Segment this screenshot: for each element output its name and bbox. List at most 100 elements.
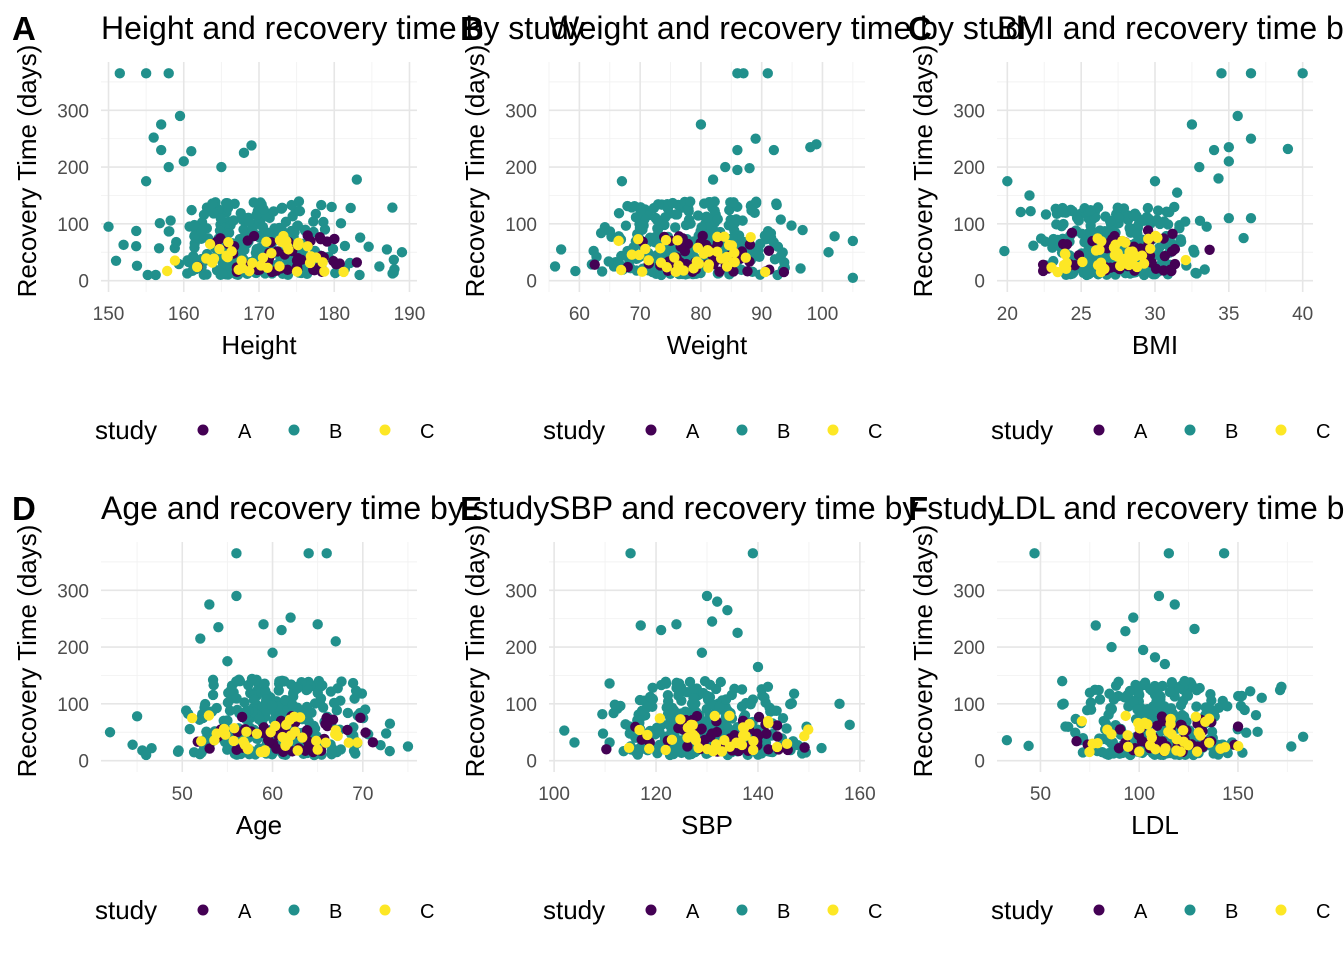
point-b <box>597 728 609 739</box>
point-c <box>310 252 322 263</box>
point-b <box>1241 727 1252 738</box>
point-b <box>625 548 636 559</box>
point-a <box>772 731 783 742</box>
point-c <box>1183 740 1194 751</box>
x-tick-label: 80 <box>690 304 711 325</box>
point-c <box>294 712 306 723</box>
point-a <box>742 266 753 277</box>
legend-label-a: A <box>1134 901 1148 923</box>
legend-key-b <box>288 424 300 436</box>
point-b <box>620 220 632 231</box>
point-b <box>1149 652 1161 663</box>
point-b <box>999 245 1010 257</box>
point-b <box>768 144 780 156</box>
point-b <box>642 702 653 713</box>
point-b <box>248 197 259 208</box>
point-c <box>251 728 263 740</box>
point-b <box>685 196 696 207</box>
point-c <box>1115 260 1126 272</box>
point-b <box>775 214 786 225</box>
panel-f: 50 100 150 0 100 200 300 LDL Recovery Time (days… <box>908 490 1344 925</box>
point-b <box>1153 590 1165 602</box>
y-tick-label: 100 <box>57 695 89 716</box>
point-c <box>1134 746 1145 757</box>
point-b <box>730 214 742 225</box>
point-b <box>171 236 182 248</box>
point-a <box>601 744 612 755</box>
point-c <box>220 729 231 740</box>
point-c <box>283 244 294 255</box>
point-b <box>208 679 219 691</box>
x-tick-label: 30 <box>1144 304 1165 325</box>
point-b <box>785 699 796 710</box>
point-b <box>103 221 114 232</box>
point-b <box>1137 644 1149 656</box>
point-b <box>744 162 755 174</box>
point-b <box>396 247 408 258</box>
point-b <box>1132 704 1143 715</box>
point-b <box>616 176 628 187</box>
point-b <box>198 269 210 281</box>
series-c <box>186 710 363 758</box>
point-b <box>131 225 142 237</box>
y-tick-label: 100 <box>505 215 537 236</box>
point-b <box>671 619 682 630</box>
point-b <box>775 250 787 262</box>
legend: study A B C <box>991 895 1330 925</box>
point-b <box>1162 219 1174 230</box>
point-a <box>321 712 332 724</box>
point-c <box>672 235 683 246</box>
point-b <box>673 690 684 701</box>
point-c <box>338 266 349 278</box>
point-b <box>692 210 704 221</box>
point-b <box>1105 705 1116 716</box>
point-c <box>1060 263 1072 274</box>
point-a <box>1156 711 1168 722</box>
point-b <box>1024 190 1035 201</box>
y-tick-label: 300 <box>57 101 89 122</box>
point-b <box>335 218 347 229</box>
point-c <box>703 259 715 270</box>
point-b <box>384 745 395 757</box>
point-b <box>680 219 692 231</box>
point-b <box>178 156 189 167</box>
point-c <box>265 727 276 738</box>
point-b <box>319 224 331 235</box>
point-b <box>172 746 184 758</box>
legend-label-c: C <box>1316 421 1330 443</box>
point-b <box>1090 620 1101 631</box>
point-b <box>350 748 361 759</box>
point-c <box>748 735 759 747</box>
point-b <box>246 140 257 151</box>
point-a <box>763 245 775 256</box>
point-b <box>654 268 666 280</box>
point-b <box>150 269 161 281</box>
point-b <box>1216 68 1227 79</box>
point-b <box>811 139 822 150</box>
series-c <box>1046 230 1191 278</box>
panel-title: Height and recovery time by study <box>101 10 585 46</box>
point-b <box>266 700 278 711</box>
point-b <box>752 661 764 673</box>
point-a <box>303 741 314 752</box>
point-b <box>339 240 351 252</box>
point-b <box>816 742 827 754</box>
point-b <box>771 199 782 211</box>
point-b <box>1060 721 1071 732</box>
y-tick-label: 100 <box>953 215 985 236</box>
point-b <box>722 604 733 616</box>
y-tick-label: 200 <box>57 158 89 179</box>
point-b <box>1149 176 1161 187</box>
point-b <box>127 739 138 750</box>
point-c <box>675 714 686 725</box>
point-b <box>131 711 143 722</box>
point-b <box>345 202 356 214</box>
point-b <box>1097 746 1108 758</box>
point-b <box>1239 704 1250 716</box>
point-c <box>293 237 304 248</box>
point-b <box>330 636 341 647</box>
x-tick-label: 50 <box>172 784 193 805</box>
point-c <box>655 243 666 254</box>
point-c <box>1122 730 1133 741</box>
point-a <box>1114 724 1126 735</box>
